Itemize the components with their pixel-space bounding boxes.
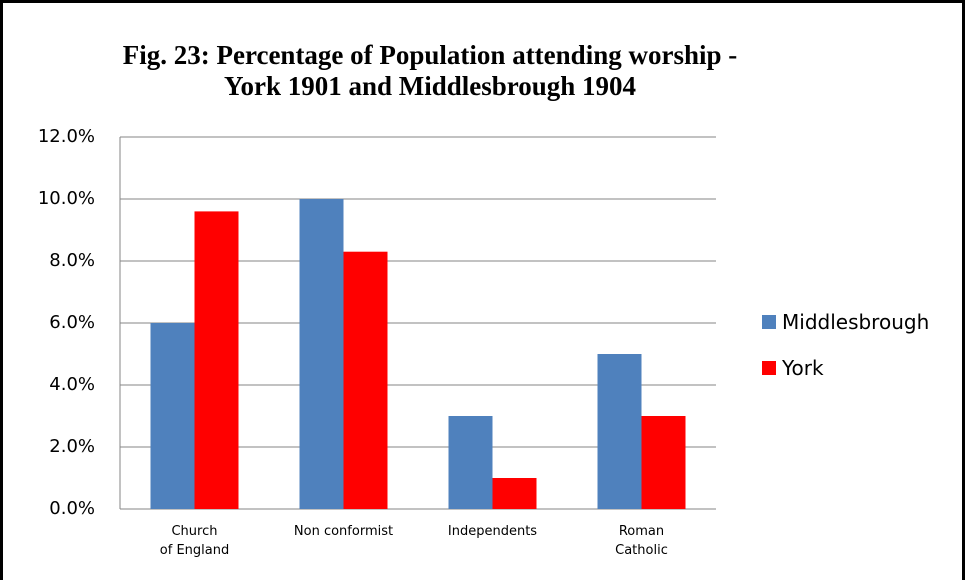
bar — [194, 211, 239, 509]
legend-label: York — [782, 356, 824, 380]
x-tick-label: Roman Catholic — [615, 524, 668, 558]
bar — [492, 478, 537, 509]
y-tick-label: 10.0% — [37, 188, 95, 209]
bar — [299, 199, 344, 509]
y-tick-label: 6.0% — [49, 312, 95, 333]
bar — [343, 251, 388, 509]
y-tick-label: 12.0% — [37, 126, 95, 147]
legend-swatch — [762, 361, 776, 375]
bar — [448, 416, 493, 509]
legend-swatch — [762, 315, 776, 329]
y-tick-label: 2.0% — [49, 436, 95, 457]
y-tick-label: 0.0% — [49, 498, 95, 519]
bar — [150, 323, 195, 509]
bar — [641, 416, 686, 509]
x-tick-label: Church of England — [159, 524, 230, 558]
x-tick-label: Non conformist — [293, 524, 394, 539]
chart-title: Fig. 23: Percentage of Population attend… — [122, 40, 738, 101]
x-tick-label: Independents — [447, 524, 538, 539]
y-tick-label: 8.0% — [49, 250, 95, 271]
y-tick-label: 4.0% — [49, 374, 95, 395]
bar — [597, 354, 642, 509]
legend-label: Middlesbrough — [782, 310, 930, 334]
